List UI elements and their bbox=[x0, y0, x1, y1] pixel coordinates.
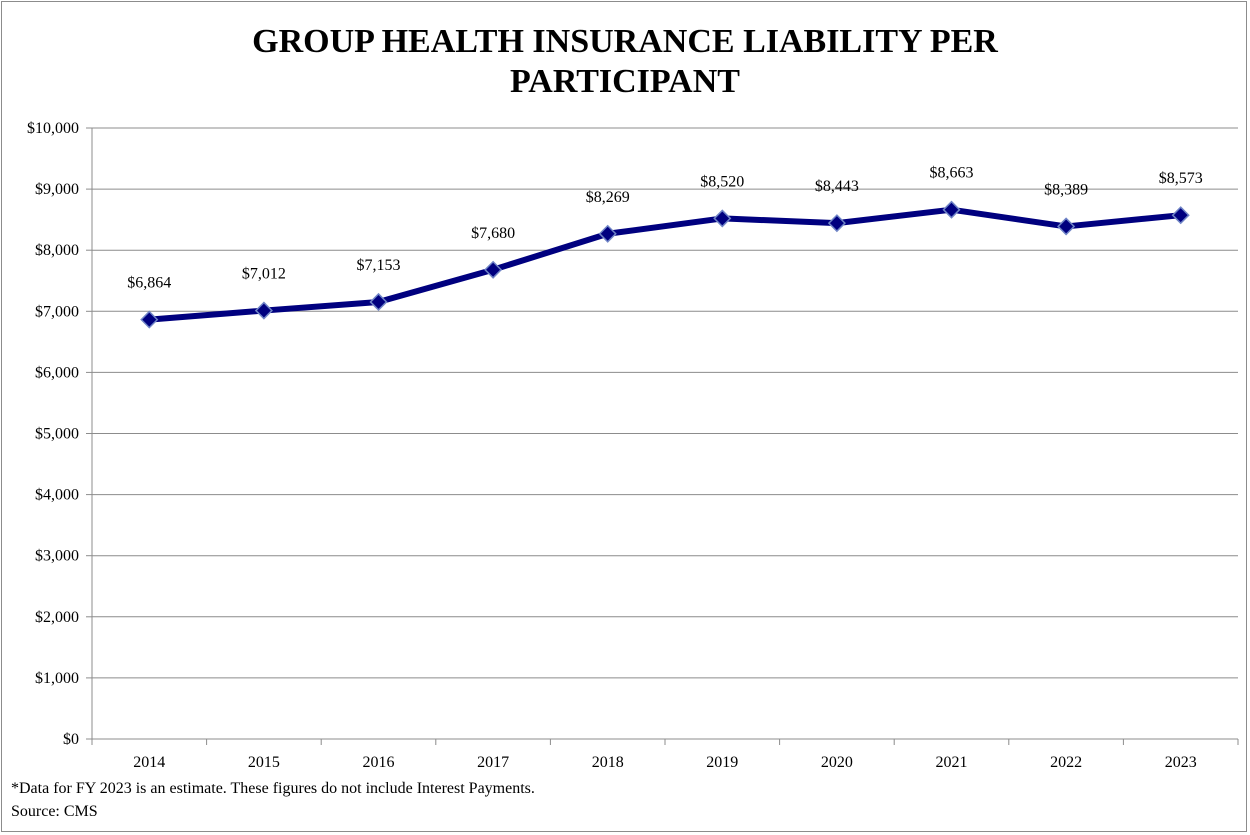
x-tick-label: 2021 bbox=[936, 754, 968, 771]
chart-title: GROUP HEALTH INSURANCE LIABILITY PER PAR… bbox=[0, 22, 1250, 102]
source-note: Source: CMS bbox=[11, 803, 98, 820]
x-tick-label: 2023 bbox=[1165, 754, 1197, 771]
x-tick-label: 2014 bbox=[133, 754, 165, 771]
y-tick-label: $5,000 bbox=[35, 426, 79, 443]
x-tick-label: 2020 bbox=[821, 754, 853, 771]
data-point-marker bbox=[713, 209, 732, 228]
y-tick-label: $10,000 bbox=[27, 120, 79, 137]
y-tick-label: $6,000 bbox=[35, 364, 79, 381]
y-tick-label: $1,000 bbox=[35, 670, 79, 687]
x-tick-label: 2022 bbox=[1050, 754, 1082, 771]
data-label: $8,269 bbox=[586, 189, 630, 206]
y-tick-label: $8,000 bbox=[35, 242, 79, 259]
data-label: $6,864 bbox=[127, 275, 171, 292]
y-tick-label: $2,000 bbox=[35, 609, 79, 626]
data-label: $8,389 bbox=[1044, 181, 1088, 198]
chart-title-line-2: PARTICIPANT bbox=[510, 63, 740, 100]
data-label: $7,153 bbox=[357, 257, 401, 274]
data-point-marker bbox=[369, 292, 388, 312]
y-tick-label: $4,000 bbox=[35, 487, 79, 504]
footnote: *Data for FY 2023 is an estimate. These … bbox=[11, 780, 535, 797]
y-tick-label: $3,000 bbox=[35, 548, 79, 565]
series-line bbox=[146, 206, 1184, 323]
data-label: $7,680 bbox=[471, 225, 515, 242]
data-point-marker bbox=[598, 224, 617, 243]
x-tick-label: 2015 bbox=[248, 754, 280, 771]
data-label: $8,663 bbox=[930, 165, 974, 182]
data-point-marker bbox=[1057, 217, 1076, 236]
data-label: $8,520 bbox=[700, 173, 744, 190]
x-tick-label: 2017 bbox=[477, 754, 509, 771]
y-tick-label: $9,000 bbox=[35, 181, 79, 198]
data-point-marker bbox=[140, 310, 159, 329]
y-tick-label: $7,000 bbox=[35, 303, 79, 320]
data-point-marker bbox=[1171, 206, 1190, 225]
data-point-marker bbox=[827, 214, 846, 233]
x-tick-label: 2019 bbox=[706, 754, 738, 771]
data-point-marker bbox=[484, 260, 503, 279]
data-label: $8,443 bbox=[815, 178, 859, 195]
data-label: $8,573 bbox=[1159, 170, 1203, 187]
data-point-marker bbox=[942, 200, 961, 219]
data-point-marker bbox=[254, 301, 273, 320]
chart-title-line-1: GROUP HEALTH INSURANCE LIABILITY PER bbox=[252, 23, 998, 60]
x-tick-label: 2018 bbox=[592, 754, 624, 771]
data-label: $7,012 bbox=[242, 266, 286, 283]
x-tick-label: 2016 bbox=[363, 754, 395, 771]
y-tick-label: $0 bbox=[63, 731, 79, 748]
